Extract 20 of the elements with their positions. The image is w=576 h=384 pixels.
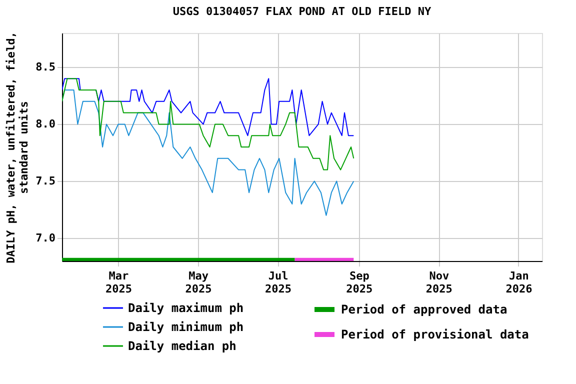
legend-label: Daily maximum ph [128, 301, 244, 315]
legend-label: Period of provisional data [341, 328, 529, 342]
chart-title: USGS 01304057 FLAX POND AT OLD FIELD NY [172, 5, 432, 18]
y-tick-label: 8.0 [36, 118, 56, 131]
x-tick-label: Sep 2025 [346, 270, 373, 296]
x-tick-label: Jan 2026 [506, 270, 533, 296]
y-tick-label: 7.0 [36, 232, 56, 245]
x-tick-label: Mar 2025 [105, 270, 132, 296]
y-tick-label: 7.5 [36, 174, 56, 188]
line-series [62, 78, 354, 170]
legend-label: Daily median ph [128, 339, 236, 353]
line-series [62, 78, 354, 136]
line-series [62, 90, 354, 216]
y-axis-title: DAILY pH, water, unfiltered, field, standard units [4, 32, 31, 264]
legend-label: Period of approved data [341, 302, 508, 316]
y-tick-label: 8.5 [36, 60, 56, 74]
x-tick-label: Nov 2025 [426, 270, 452, 296]
x-tick-label: May 2025 [185, 270, 212, 296]
x-tick-label: Jul 2025 [265, 270, 292, 296]
legend-label: Daily minimum ph [128, 320, 244, 334]
